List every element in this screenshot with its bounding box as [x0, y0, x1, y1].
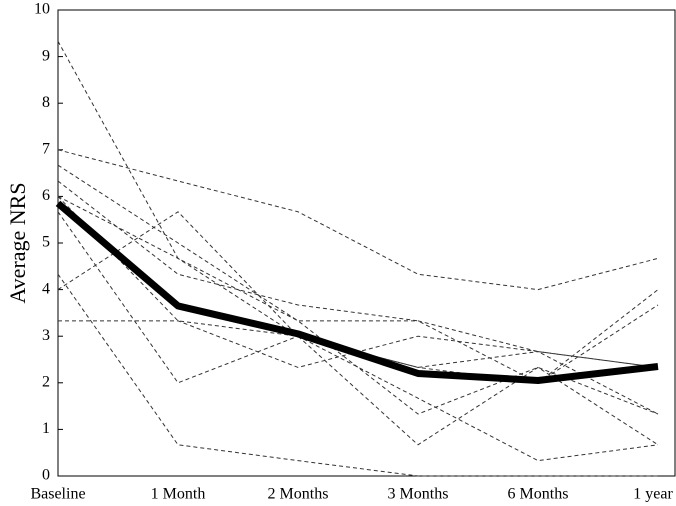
dashed-line [58, 320, 659, 415]
x-tick-label: 3 Months [388, 486, 449, 503]
y-tick-label: 1 [42, 420, 50, 437]
dashed-line [57, 196, 659, 446]
y-tick-label: 7 [42, 140, 50, 157]
y-tick-label: 5 [42, 234, 50, 251]
x-tick-label: 1 Month [151, 486, 206, 503]
y-tick-label: 10 [34, 1, 50, 18]
x-tick-label: 1 year [633, 486, 673, 503]
y-axis-label: Average NRS [5, 182, 30, 303]
mean-line [55, 200, 659, 384]
y-tick-label: 6 [42, 187, 50, 204]
y-tick-label: 8 [42, 94, 50, 111]
dashed-line [57, 180, 659, 384]
x-tick-label: 6 Months [508, 486, 569, 503]
y-tick-label: 4 [42, 280, 50, 297]
dashed-line [57, 40, 659, 415]
dashed-line [57, 273, 658, 477]
y-tick-label: 9 [42, 47, 50, 64]
x-tick-label: Baseline [30, 486, 85, 503]
dashed-line [57, 149, 659, 291]
dashed-line [57, 164, 659, 368]
dashed-line [57, 211, 659, 462]
y-tick-label: 3 [42, 327, 50, 344]
y-tick-label: 0 [42, 467, 50, 484]
x-tick-label: 2 Months [268, 486, 329, 503]
y-tick-label: 2 [42, 373, 50, 390]
dashed-line [57, 195, 659, 384]
